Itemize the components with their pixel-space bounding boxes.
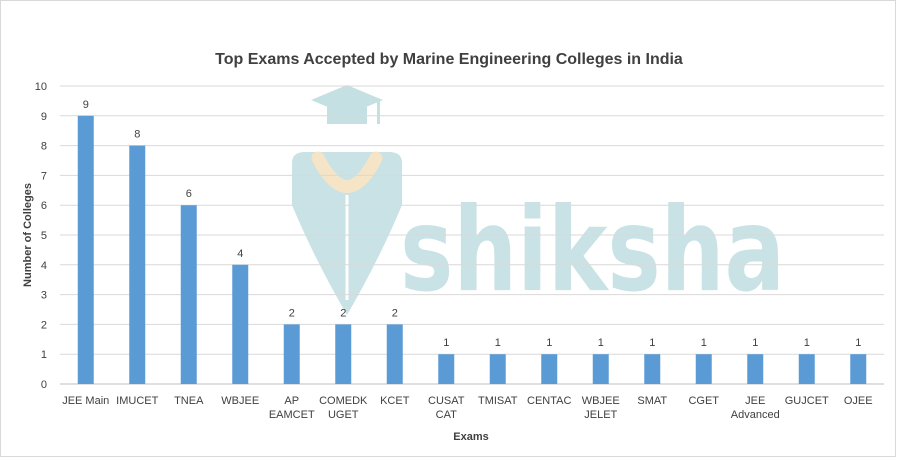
data-label: 1 <box>546 337 552 349</box>
y-tick-label: 5 <box>41 230 47 242</box>
data-label: 1 <box>855 337 861 349</box>
x-category-label: TMISAT <box>478 395 518 407</box>
x-category-label: WBJEE JELET <box>582 395 620 421</box>
bar <box>541 354 558 384</box>
data-label: 4 <box>237 248 243 260</box>
data-label: 1 <box>701 337 707 349</box>
x-category-label: TNEA <box>174 395 204 407</box>
data-label: 1 <box>495 337 501 349</box>
bar <box>695 354 712 384</box>
y-tick-label: 0 <box>41 379 47 391</box>
y-tick-label: 4 <box>41 260 47 272</box>
shiksha-watermark: shiksha <box>292 85 785 318</box>
bar <box>77 115 94 385</box>
y-tick-label: 1 <box>41 349 47 361</box>
x-category-label: IMUCET <box>116 395 158 407</box>
bar <box>592 354 609 384</box>
data-label: 1 <box>804 337 810 349</box>
bar <box>438 354 455 384</box>
bar <box>129 145 146 384</box>
y-axis-ticks: 0 1 2 3 4 5 6 7 8 9 10 <box>35 81 47 391</box>
data-label: 2 <box>340 307 346 319</box>
bar <box>180 205 197 384</box>
x-category-label: CUSAT CAT <box>428 395 465 421</box>
x-category-label: JEE Advanced <box>731 395 780 421</box>
x-category-label: CENTAC <box>527 395 571 407</box>
x-category-label: COMEDK UGET <box>319 395 368 421</box>
x-category-label: WBJEE <box>221 395 259 407</box>
data-label: 1 <box>649 337 655 349</box>
data-label: 1 <box>752 337 758 349</box>
data-label: 1 <box>598 337 604 349</box>
y-axis-title: Number of Colleges <box>22 183 34 287</box>
x-category-label: GUJCET <box>785 395 829 407</box>
y-tick-label: 3 <box>41 290 47 302</box>
chart-title: Top Exams Accepted by Marine Engineering… <box>215 51 683 68</box>
data-label: 2 <box>392 307 398 319</box>
bar <box>283 324 300 384</box>
x-category-label: AP EAMCET <box>269 395 315 421</box>
x-category-label: KCET <box>380 395 410 407</box>
watermark-brand-text: shiksha <box>400 183 785 318</box>
data-label: 8 <box>134 129 140 141</box>
bar <box>386 324 403 384</box>
y-tick-label: 9 <box>41 111 47 123</box>
bar <box>335 324 352 384</box>
x-category-label: SMAT <box>637 395 667 407</box>
x-category-label: OJEE <box>844 395 873 407</box>
x-axis-title: Exams <box>453 431 488 443</box>
gridlines <box>60 85 884 385</box>
data-label: 9 <box>83 99 89 111</box>
bars <box>77 115 867 385</box>
bar <box>798 354 815 384</box>
bar <box>489 354 506 384</box>
pen-nib-icon <box>292 151 402 315</box>
y-tick-label: 6 <box>41 200 47 212</box>
y-tick-label: 2 <box>41 319 47 331</box>
x-category-label: CGET <box>688 395 719 407</box>
x-category-label: JEE Main <box>62 395 109 407</box>
bar <box>232 264 249 384</box>
bar <box>644 354 661 384</box>
data-label: 1 <box>443 337 449 349</box>
y-tick-label: 8 <box>41 141 47 153</box>
y-tick-label: 10 <box>35 81 47 93</box>
bar <box>747 354 764 384</box>
bar <box>850 354 867 384</box>
data-label: 6 <box>186 188 192 200</box>
data-labels: 9 8 6 4 2 2 2 1 1 1 1 1 1 1 1 1 <box>83 99 862 349</box>
graduation-cap-icon <box>311 85 383 124</box>
data-label: 2 <box>289 307 295 319</box>
y-tick-label: 7 <box>41 170 47 182</box>
